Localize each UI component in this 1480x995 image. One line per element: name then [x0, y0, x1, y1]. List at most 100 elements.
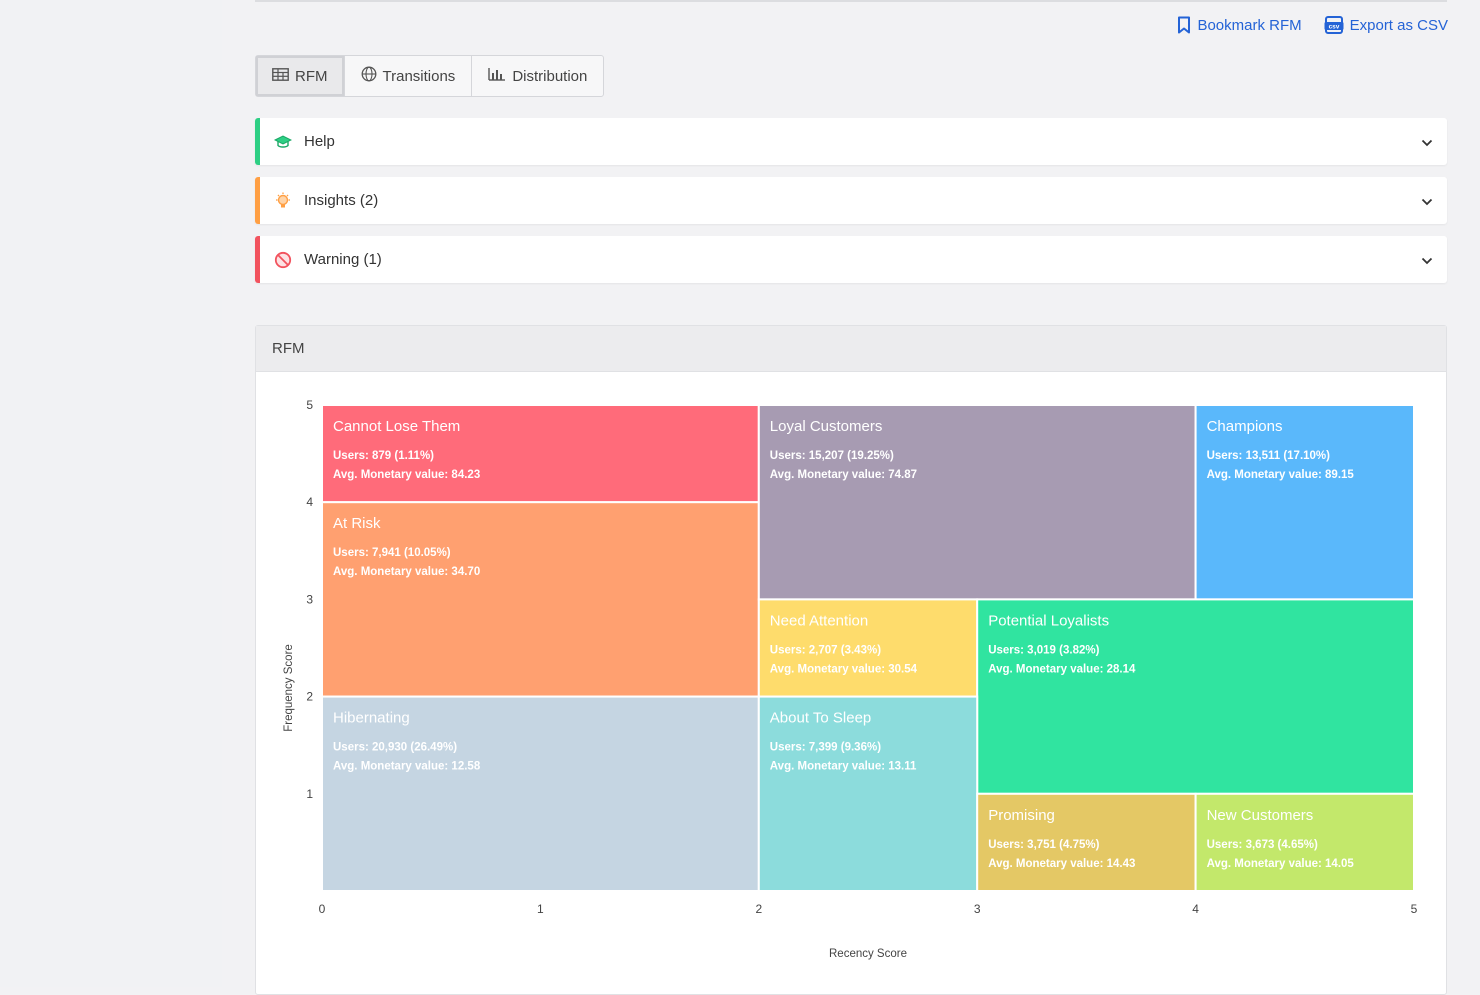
segment-monetary: Avg. Monetary value: 14.05: [1207, 858, 1355, 870]
segment-monetary: Avg. Monetary value: 89.15: [1207, 469, 1355, 481]
x-tick-label: 1: [537, 902, 544, 916]
segment-monetary: Avg. Monetary value: 34.70: [333, 566, 480, 578]
help-panel-label: Help: [304, 133, 335, 150]
help-panel[interactable]: Help: [255, 118, 1447, 165]
segment-monetary: Avg. Monetary value: 30.54: [770, 663, 918, 675]
segment-loyal-customers[interactable]: Loyal Customers Users: 15,207 (19.25%) Avg…: [757, 404, 1197, 601]
tab-distribution[interactable]: Distribution: [472, 56, 603, 96]
x-tick-label: 0: [319, 902, 326, 916]
segment-cell: [976, 598, 1415, 795]
segment-cell: [976, 792, 1197, 892]
segment-cell: [1194, 404, 1415, 601]
segment-title: New Customers: [1207, 807, 1314, 824]
main-content: Bookmark RFM csv Export as CSV RFM: [222, 0, 1480, 995]
bookmark-label: Bookmark RFM: [1197, 16, 1302, 34]
csv-icon-text: csv: [1328, 23, 1339, 30]
segment-title: Need Attention: [770, 612, 868, 629]
export-csv-link[interactable]: csv Export as CSV: [1324, 16, 1448, 34]
segment-monetary: Avg. Monetary value: 74.87: [770, 469, 917, 481]
globe-icon: [361, 66, 377, 86]
insights-panel[interactable]: Insights (2): [255, 177, 1447, 224]
segment-users: Users: 7,399 (9.36%): [770, 742, 881, 754]
segment-users: Users: 7,941 (10.05%): [333, 547, 451, 559]
tab-rfm-label: RFM: [295, 67, 328, 85]
segment-title: Promising: [988, 807, 1055, 824]
toolbar-actions: Bookmark RFM csv Export as CSV: [1177, 16, 1448, 34]
bar-chart-icon: [488, 67, 506, 85]
x-tick-label: 2: [755, 902, 762, 916]
segment-users: Users: 3,673 (4.65%): [1207, 839, 1318, 851]
x-axis-label: Recency Score: [829, 948, 907, 960]
segment-cell: [1194, 792, 1415, 892]
x-tick-label: 5: [1411, 902, 1418, 916]
segment-hibernating[interactable]: Hibernating Users: 20,930 (26.49%) Avg. Mo…: [321, 695, 760, 892]
segment-users: Users: 3,751 (4.75%): [988, 839, 1099, 851]
lightbulb-icon: [273, 191, 293, 211]
forbidden-icon: [273, 250, 293, 270]
y-tick-label: 3: [306, 592, 313, 606]
segment-title: Champions: [1207, 418, 1283, 435]
segment-users: Users: 879 (1.11%): [333, 450, 434, 462]
segment-title: Loyal Customers: [770, 418, 883, 435]
segment-title: At Risk: [333, 515, 381, 532]
segment-monetary: Avg. Monetary value: 28.14: [988, 663, 1136, 675]
bookmark-rfm-link[interactable]: Bookmark RFM: [1177, 16, 1302, 34]
chevron-down-icon: [1421, 193, 1433, 211]
segment-monetary: Avg. Monetary value: 84.23: [333, 469, 480, 481]
export-label: Export as CSV: [1349, 16, 1448, 34]
segment-about-to-sleep[interactable]: About To Sleep Users: 7,399 (9.36%) Avg. M…: [757, 695, 979, 892]
table-icon: [272, 67, 289, 85]
segment-potential-loyalists[interactable]: Potential Loyalists Users: 3,019 (3.82%) A…: [976, 598, 1415, 795]
segment-title: Potential Loyalists: [988, 612, 1109, 629]
y-tick-label: 4: [306, 495, 313, 509]
card-title: RFM: [256, 326, 1446, 372]
rfm-chart-card: RFM Cannot Lose Them Users: 879 (1.11%) Av…: [255, 325, 1447, 995]
segment-cannot-lose-them[interactable]: Cannot Lose Them Users: 879 (1.11%) Avg. M…: [321, 404, 760, 504]
tab-distribution-label: Distribution: [512, 67, 588, 85]
view-tabs: RFM Transitions Distribution: [255, 55, 605, 97]
warning-panel[interactable]: Warning (1): [255, 236, 1447, 283]
segment-champions[interactable]: Champions Users: 13,511 (17.10%) Avg. Mone…: [1194, 404, 1415, 601]
segment-cell: [321, 501, 760, 698]
top-divider: [255, 0, 1447, 2]
segment-promising[interactable]: Promising Users: 3,751 (4.75%) Avg. Moneta…: [976, 792, 1197, 892]
insights-panel-label: Insights (2): [304, 192, 379, 209]
tab-transitions[interactable]: Transitions: [345, 56, 473, 96]
segment-monetary: Avg. Monetary value: 14.43: [988, 858, 1135, 870]
segment-title: Hibernating: [333, 710, 410, 727]
segment-users: Users: 13,511 (17.10%): [1207, 450, 1331, 462]
x-tick-label: 4: [1192, 902, 1199, 916]
segment-users: Users: 2,707 (3.43%): [770, 644, 881, 656]
y-tick-label: 1: [306, 787, 313, 801]
tab-rfm[interactable]: RFM: [256, 56, 345, 96]
segment-users: Users: 15,207 (19.25%): [770, 450, 894, 462]
bookmark-icon: [1177, 16, 1191, 34]
y-tick-label: 2: [306, 690, 313, 704]
help-panel-accent: [255, 118, 260, 165]
segment-cell: [757, 404, 1197, 601]
chevron-down-icon: [1421, 252, 1433, 270]
y-axis-label: Frequency Score: [283, 644, 295, 732]
segment-need-attention[interactable]: Need Attention Users: 2,707 (3.43%) Avg. M…: [757, 598, 979, 698]
segment-new-customers[interactable]: New Customers Users: 3,673 (4.65%) Avg. Mo…: [1194, 792, 1415, 892]
chevron-down-icon: [1421, 134, 1433, 152]
x-tick-label: 3: [974, 902, 981, 916]
segment-users: Users: 3,019 (3.82%): [988, 644, 1099, 656]
csv-file-icon: csv: [1324, 16, 1344, 34]
segment-monetary: Avg. Monetary value: 13.11: [770, 761, 917, 773]
segment-at-risk[interactable]: At Risk Users: 7,941 (10.05%) Avg. Monetar…: [321, 501, 760, 698]
graduation-cap-icon: [273, 132, 293, 152]
segment-cell: [321, 404, 760, 504]
segment-cell: [321, 695, 760, 892]
y-tick-label: 5: [306, 398, 313, 412]
left-gutter: [0, 0, 222, 987]
segment-title: About To Sleep: [770, 710, 871, 727]
segment-monetary: Avg. Monetary value: 12.58: [333, 761, 481, 773]
segment-users: Users: 20,930 (26.49%): [333, 742, 457, 754]
tab-transitions-label: Transitions: [382, 67, 456, 85]
warning-panel-accent: [255, 236, 260, 283]
warning-panel-label: Warning (1): [304, 251, 382, 268]
rfm-chart: Cannot Lose Them Users: 879 (1.11%) Avg. M…: [283, 398, 1418, 960]
segment-cell: [757, 695, 979, 892]
segment-title: Cannot Lose Them: [333, 418, 460, 435]
